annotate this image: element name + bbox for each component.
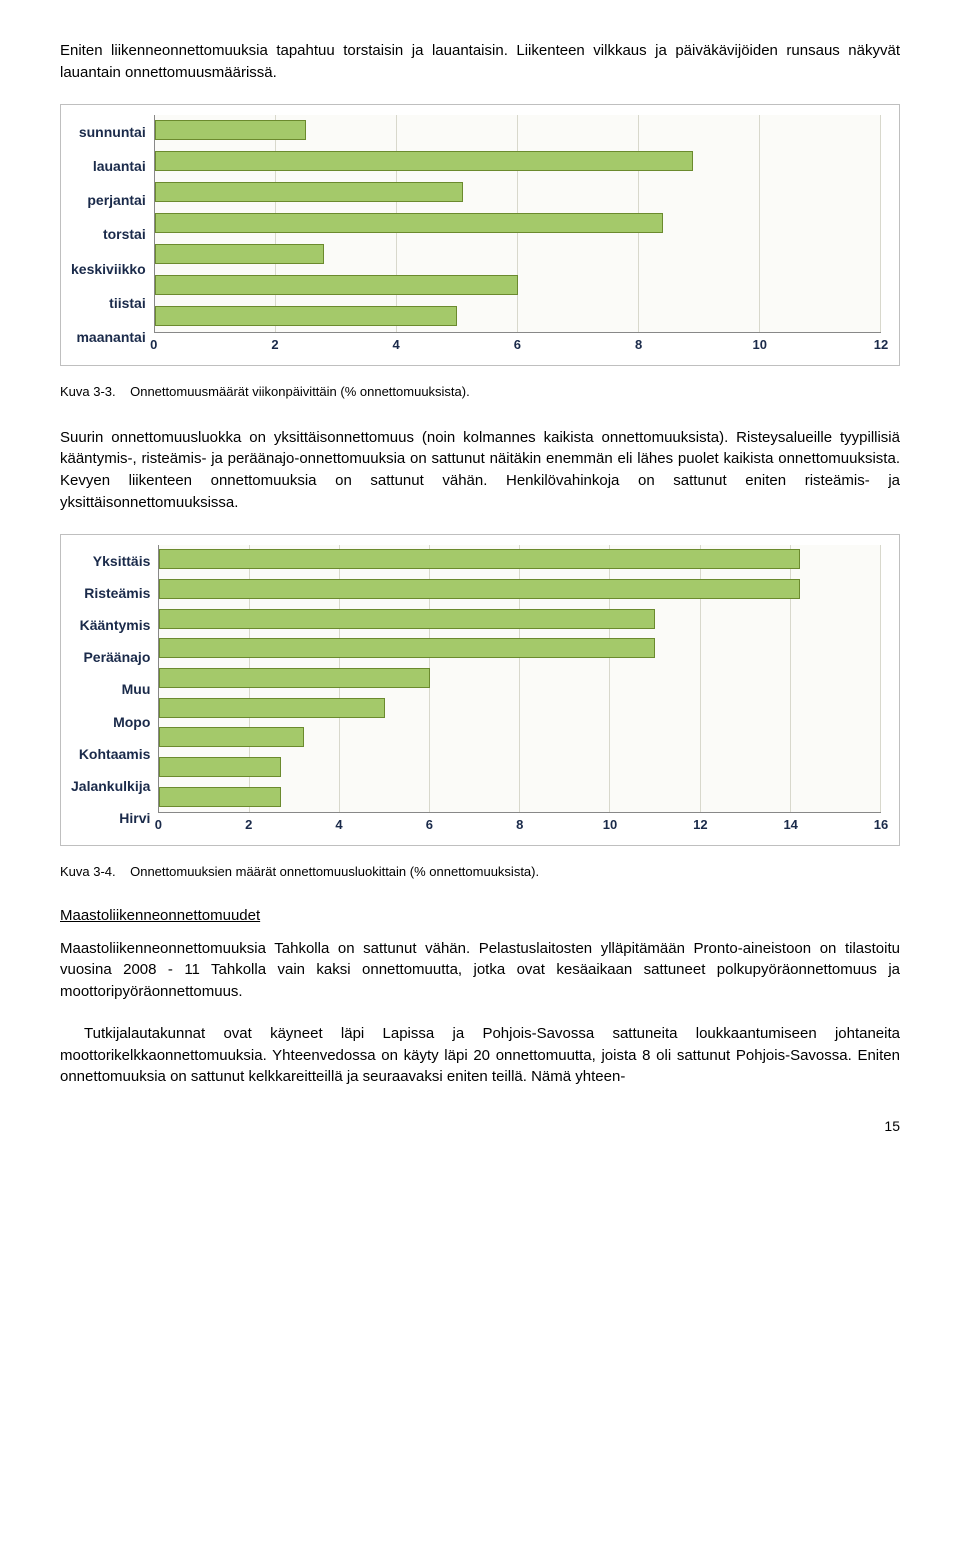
- caption-2-text: Onnettomuuksien määrät onnettomuusluokit…: [130, 864, 539, 879]
- x-axis-tick: 12: [693, 817, 707, 832]
- x-axis-tick: 10: [753, 337, 767, 352]
- caption-2-label: Kuva 3-4.: [60, 864, 116, 879]
- x-axis-tick: 6: [426, 817, 433, 832]
- y-axis-label: Mopo: [71, 714, 150, 730]
- chart1: sunnuntai lauantai perjantai torstai keskivi…: [71, 115, 881, 355]
- y-axis-label: tiistai: [71, 295, 146, 311]
- bar: [159, 579, 799, 599]
- x-axis-tick: 12: [874, 337, 888, 352]
- x-axis-tick: 8: [516, 817, 523, 832]
- bar: [159, 549, 799, 569]
- x-axis-tick: 4: [335, 817, 342, 832]
- bar: [159, 638, 655, 658]
- bar: [155, 275, 518, 295]
- caption-1-text: Onnettomuusmäärät viikonpäivittäin (% on…: [130, 384, 470, 399]
- bar: [159, 727, 303, 747]
- x-axis-tick: 8: [635, 337, 642, 352]
- y-axis-label: Hirvi: [71, 810, 150, 826]
- bar: [155, 244, 324, 264]
- x-axis-tick: 2: [271, 337, 278, 352]
- y-axis-label: Jalankulkija: [71, 778, 150, 794]
- y-axis-label: maanantai: [71, 329, 146, 345]
- caption-2: Kuva 3-4. Onnettomuuksien määrät onnetto…: [60, 864, 900, 879]
- paragraph-3: Maastoliikenneonnettomuuksia Tahkolla on…: [60, 938, 900, 1003]
- bar: [159, 668, 430, 688]
- paragraph-2: Suurin onnettomuusluokka on yksittäisonn…: [60, 427, 900, 514]
- chart1-container: sunnuntai lauantai perjantai torstai keskivi…: [60, 104, 900, 366]
- bar: [159, 757, 281, 777]
- y-axis-label: Muu: [71, 681, 150, 697]
- x-axis-tick: 0: [155, 817, 162, 832]
- x-axis-tick: 6: [514, 337, 521, 352]
- x-axis-tick: 2: [245, 817, 252, 832]
- bar: [155, 182, 464, 202]
- bar: [155, 306, 458, 326]
- section-heading: Maastoliikenneonnettomuudet: [60, 907, 900, 924]
- bar: [155, 151, 694, 171]
- x-axis-tick: 10: [603, 817, 617, 832]
- y-axis-label: Kääntymis: [71, 617, 150, 633]
- y-axis-label: sunnuntai: [71, 124, 146, 140]
- bar: [159, 609, 655, 629]
- x-axis-tick: 0: [150, 337, 157, 352]
- y-axis-label: perjantai: [71, 192, 146, 208]
- paragraph-4: Tutkijalautakunnat ovat käyneet läpi Lap…: [60, 1023, 900, 1088]
- chart2-container: Yksittäis Risteämis Kääntymis Peräänajo Muu M…: [60, 534, 900, 846]
- y-axis-label: torstai: [71, 226, 146, 242]
- bar: [159, 787, 281, 807]
- chart2: Yksittäis Risteämis Kääntymis Peräänajo Muu M…: [71, 545, 881, 835]
- page-number: 15: [60, 1118, 900, 1134]
- x-axis-tick: 16: [874, 817, 888, 832]
- caption-1-label: Kuva 3-3.: [60, 384, 116, 399]
- y-axis-label: Yksittäis: [71, 553, 150, 569]
- y-axis-label: Peräänajo: [71, 649, 150, 665]
- x-axis-tick: 14: [783, 817, 797, 832]
- bar: [155, 120, 306, 140]
- y-axis-label: lauantai: [71, 158, 146, 174]
- caption-1: Kuva 3-3. Onnettomuusmäärät viikonpäivit…: [60, 384, 900, 399]
- y-axis-label: Kohtaamis: [71, 746, 150, 762]
- bar: [155, 213, 663, 233]
- bar: [159, 698, 385, 718]
- y-axis-label: keskiviikko: [71, 261, 146, 277]
- y-axis-label: Risteämis: [71, 585, 150, 601]
- paragraph-intro: Eniten liikenneonnettomuuksia tapahtuu t…: [60, 40, 900, 84]
- x-axis-tick: 4: [393, 337, 400, 352]
